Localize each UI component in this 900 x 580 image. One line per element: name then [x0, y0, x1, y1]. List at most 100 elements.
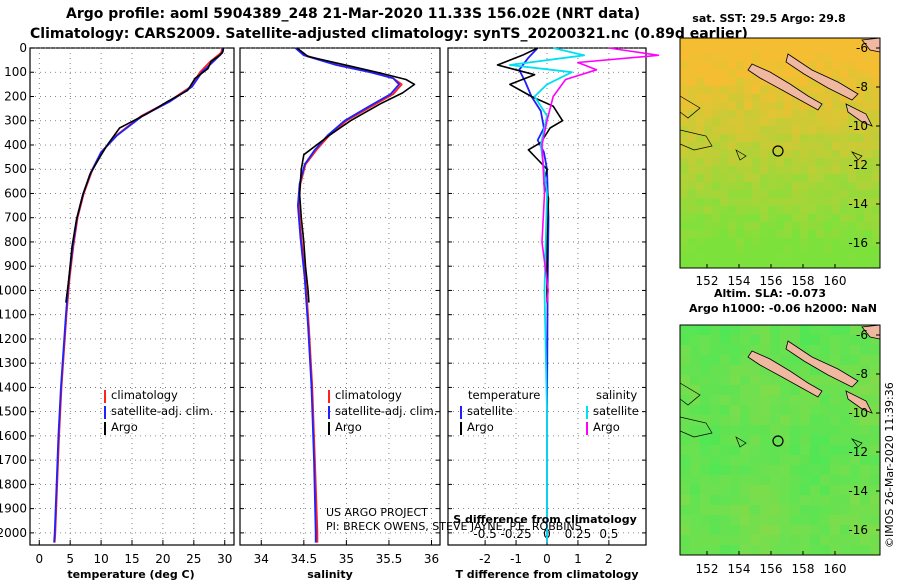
sla-cell — [830, 475, 840, 485]
sla-cell — [820, 525, 830, 535]
sst-cell — [792, 70, 800, 78]
sst-cell — [704, 182, 712, 190]
sst-cell — [792, 230, 800, 238]
sst-cell — [800, 78, 808, 86]
sla-cell — [820, 425, 830, 435]
sst-cell — [808, 134, 816, 142]
sla-cell — [820, 355, 830, 365]
sla-cell — [730, 395, 740, 405]
sst-cell — [784, 238, 792, 246]
sla-cell — [790, 435, 800, 445]
sst-cell — [800, 158, 808, 166]
sla-cell — [800, 465, 810, 475]
sla-cell — [710, 485, 720, 495]
sla-cell — [700, 395, 710, 405]
sst-cell — [720, 254, 728, 262]
sla-cell — [680, 405, 690, 415]
sst-cell — [832, 134, 840, 142]
sla-cell — [820, 545, 830, 555]
sla-cell — [760, 365, 770, 375]
sla-cell — [790, 545, 800, 555]
depth-tick-label: 1200 — [0, 332, 27, 346]
sst-cell — [704, 150, 712, 158]
x-tick-label: -1 — [510, 552, 522, 566]
sst-cell — [688, 78, 696, 86]
sst-cell — [856, 38, 864, 46]
sst-cell — [816, 150, 824, 158]
sla-cell — [680, 515, 690, 525]
sla-cell — [790, 355, 800, 365]
s-difference-tick-label: -0.25 — [501, 527, 532, 541]
sst-cell — [696, 238, 704, 246]
sst-cell — [832, 110, 840, 118]
sst-cell — [872, 214, 880, 222]
sst-cell — [712, 150, 720, 158]
sst-cell — [840, 222, 848, 230]
sla-cell — [680, 325, 690, 335]
sst-cell — [864, 78, 872, 86]
sst-cell — [680, 222, 688, 230]
sla-cell — [830, 525, 840, 535]
sla-cell — [790, 535, 800, 545]
map-top-coastlines — [680, 38, 880, 161]
sst-cell — [728, 158, 736, 166]
sst-cell — [768, 262, 776, 268]
sla-cell — [710, 445, 720, 455]
sla-cell — [870, 385, 880, 395]
depth-tick-label: 100 — [4, 65, 27, 79]
sst-cell — [752, 222, 760, 230]
sst-cell — [752, 126, 760, 134]
sst-cell — [808, 110, 816, 118]
sst-cell — [720, 86, 728, 94]
sst-cell — [856, 46, 864, 54]
sst-cell — [856, 246, 864, 254]
sla-cell — [810, 345, 820, 355]
sst-cell — [736, 54, 744, 62]
sla-cell — [690, 385, 700, 395]
depth-tick-label: 2000 — [0, 526, 27, 540]
sst-cell — [720, 134, 728, 142]
sst-cell — [864, 150, 872, 158]
sst-cell — [776, 46, 784, 54]
sla-cell — [770, 435, 780, 445]
map-lat-label: -10 — [848, 119, 868, 133]
sla-cell — [850, 465, 860, 475]
sla-cell — [730, 365, 740, 375]
sst-cell — [720, 126, 728, 134]
sst-cell — [736, 86, 744, 94]
sst-cell — [824, 262, 832, 268]
sst-cell — [688, 190, 696, 198]
sla-cell — [740, 335, 750, 345]
sst-cell — [736, 70, 744, 78]
sst-cell — [776, 62, 784, 70]
sla-cell — [800, 365, 810, 375]
sst-cell — [864, 86, 872, 94]
sst-cell — [872, 166, 880, 174]
sst-cell — [744, 150, 752, 158]
sst-cell — [776, 262, 784, 268]
sla-cell — [750, 445, 760, 455]
sst-cell — [792, 174, 800, 182]
sla-cell — [730, 455, 740, 465]
sst-cell — [744, 182, 752, 190]
sst-cell — [696, 134, 704, 142]
sla-cell — [680, 385, 690, 395]
map-lat-label: -14 — [848, 197, 868, 211]
sla-cell — [730, 415, 740, 425]
sla-cell — [720, 385, 730, 395]
sst-cell — [808, 86, 816, 94]
sst-cell — [696, 94, 704, 102]
sla-cell — [850, 545, 860, 555]
map-lat-label: -16 — [848, 236, 868, 250]
sst-cell — [776, 182, 784, 190]
sla-cell — [870, 415, 880, 425]
sst-cell — [712, 134, 720, 142]
sst-cell — [784, 246, 792, 254]
depth-tick-label: 600 — [4, 186, 27, 200]
sst-cell — [768, 174, 776, 182]
sst-cell — [840, 206, 848, 214]
sla-cell — [690, 455, 700, 465]
sla-cell — [710, 375, 720, 385]
x-tick-label: 10 — [93, 552, 108, 566]
sla-cell — [870, 355, 880, 365]
